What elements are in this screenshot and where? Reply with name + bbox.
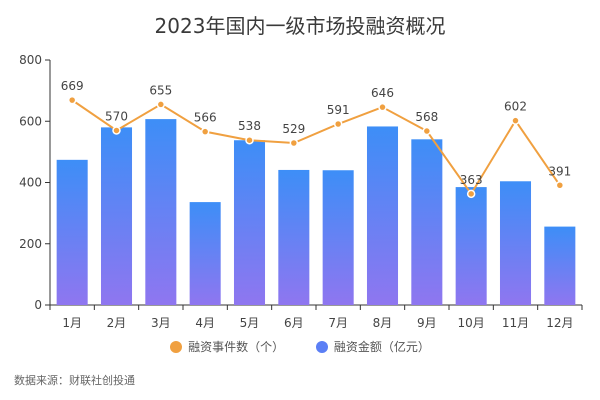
data-label: 538 (238, 119, 261, 133)
line-point (466, 189, 476, 199)
data-label: 568 (415, 110, 438, 124)
bar (366, 126, 399, 305)
x-tick-label: 10月 (458, 316, 485, 330)
legend-label-amount: 融资金额（亿元） (333, 340, 430, 354)
line-series (67, 95, 565, 199)
x-axis: 1月 2月 3月 4月 5月 6月 7月 8月 9月 10月 11月 12月 (49, 304, 583, 330)
bar (233, 140, 266, 305)
line-point (555, 181, 565, 190)
x-tick-label: 2月 (107, 316, 127, 330)
bar (278, 169, 310, 305)
data-label: 602 (504, 100, 527, 114)
legend-swatch-bar (315, 340, 328, 353)
x-tick-label: 8月 (373, 316, 393, 330)
line-point (289, 138, 299, 148)
x-tick-label: 11月 (502, 316, 529, 330)
y-tick-label: 200 (19, 237, 42, 251)
data-label: 570 (105, 109, 128, 123)
data-label: 529 (282, 122, 305, 136)
line-point (333, 119, 343, 129)
line-point (67, 95, 77, 105)
legend-swatch-line (170, 340, 183, 353)
bar (544, 226, 576, 305)
bar-series (56, 119, 576, 305)
y-tick-label: 800 (19, 53, 42, 67)
series-line (71, 99, 561, 196)
line-point (378, 102, 387, 112)
legend-label-event-count: 融资事件数（个） (188, 340, 285, 354)
x-tick-label: 4月 (195, 316, 215, 330)
legend-item-amount[interactable]: 融资金额（亿元） (315, 338, 430, 355)
data-label: 646 (371, 86, 394, 100)
legend-item-event-count[interactable]: 融资事件数（个） (170, 338, 284, 355)
data-label: 566 (194, 111, 217, 125)
bar (322, 170, 354, 305)
x-tick-label: 5月 (240, 316, 260, 330)
chart-title: 2023年国内一级市场投融资概况 (154, 14, 446, 38)
bar (499, 181, 532, 305)
data-label: 669 (61, 79, 84, 93)
x-tick-label: 3月 (151, 316, 171, 330)
y-axis: 0 200 400 600 800 (19, 53, 51, 312)
bar (189, 202, 221, 305)
line-point (200, 127, 210, 136)
bar (145, 119, 177, 305)
line-point (422, 126, 432, 136)
data-label: 655 (149, 83, 172, 97)
x-tick-label: 1月 (62, 316, 82, 330)
bar (411, 139, 443, 305)
legend: 融资事件数（个） 融资金额（亿元） (0, 338, 600, 356)
line-point (245, 135, 254, 145)
x-tick-label: 7月 (328, 316, 348, 330)
bar (455, 187, 487, 305)
y-tick-label: 400 (19, 176, 42, 190)
data-labels: 669 570 655 566 538 529 591 646 568 363 602 391 (61, 79, 572, 187)
y-tick-label: 0 (34, 298, 42, 312)
bar (100, 127, 133, 305)
line-point (511, 116, 520, 125)
x-tick-label: 12月 (546, 316, 573, 330)
bar (56, 159, 88, 305)
data-label: 363 (460, 173, 483, 187)
data-label: 391 (548, 164, 571, 178)
y-tick-label: 600 (19, 114, 42, 128)
source-note: 数据来源：财联社创投通 (14, 374, 135, 387)
line-point (156, 100, 166, 109)
x-tick-label: 6月 (284, 316, 304, 330)
line-point (112, 126, 121, 135)
data-label: 591 (327, 103, 350, 117)
x-tick-label: 9月 (417, 316, 437, 330)
